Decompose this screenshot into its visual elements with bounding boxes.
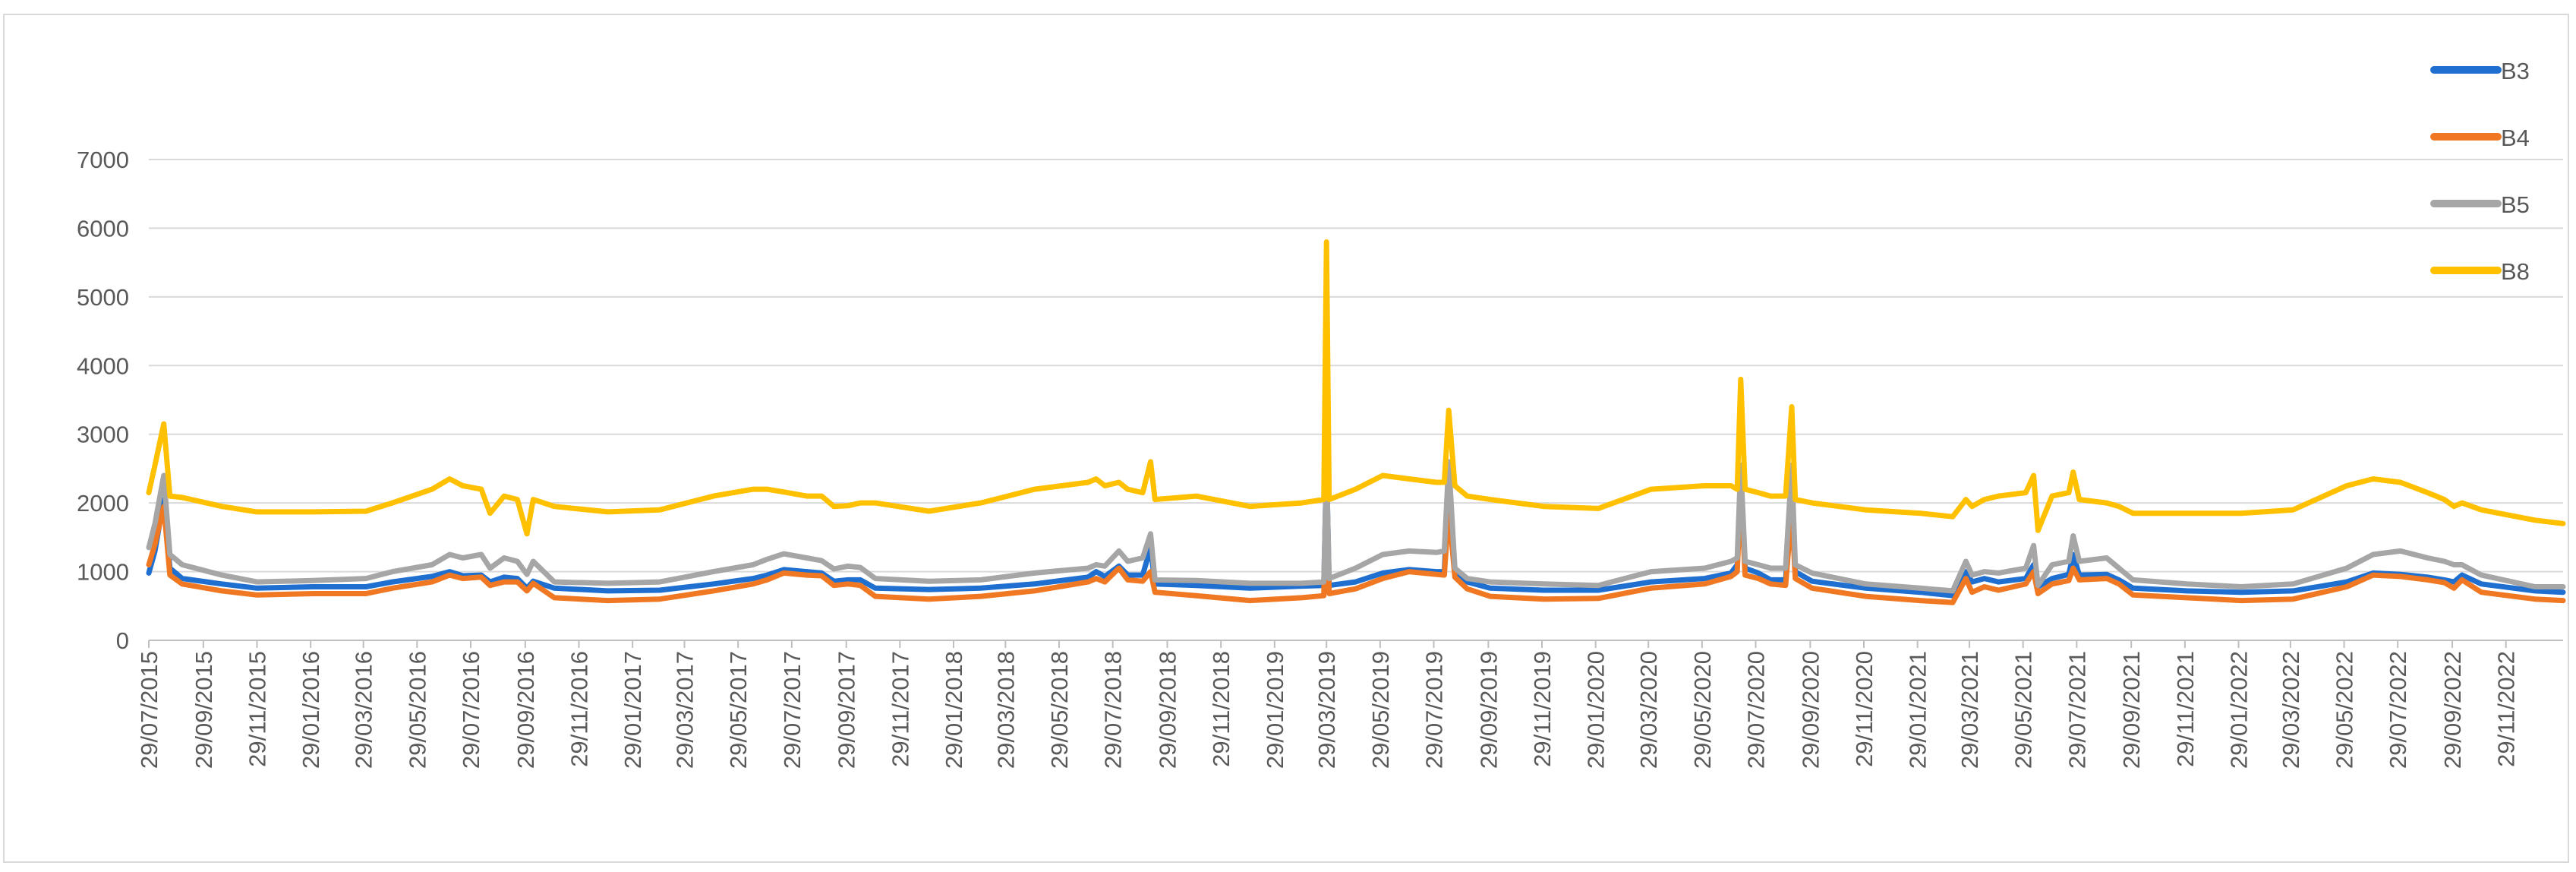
y-tick-label: 3000: [77, 422, 129, 448]
x-tick-label: 29/01/2022: [2226, 651, 2253, 769]
x-tick-label: 29/03/2019: [1313, 651, 1340, 769]
gridlines: [149, 159, 2563, 573]
x-tick-label: 29/05/2016: [404, 651, 430, 769]
x-tick-label: 29/05/2017: [725, 651, 752, 769]
series-line-b8: [146, 239, 2566, 537]
x-tick-label: 29/07/2019: [1421, 651, 1448, 769]
x-tick-label: 29/09/2016: [512, 651, 539, 769]
x-tick-label: 29/11/2020: [1851, 651, 1878, 767]
x-tick-label: 29/03/2018: [992, 651, 1019, 769]
x-tick-label: 29/11/2016: [566, 651, 592, 767]
x-tick-label: 29/01/2017: [620, 651, 646, 769]
x-tick-label: 29/01/2018: [941, 651, 967, 769]
line-chart: 0 1000 2000 3000 4000 5000 6000 7000 29/07/2015 2…: [77, 58, 2566, 769]
y-tick-label: 1000: [77, 559, 129, 586]
x-tick-label: 29/07/2016: [458, 651, 484, 769]
x-tick-label: 29/01/2016: [298, 651, 324, 769]
x-tick-label: 29/09/2018: [1155, 651, 1181, 769]
x-tick-label: 29/09/2020: [1797, 651, 1824, 769]
x-tick-label: 29/03/2020: [1635, 651, 1662, 769]
x-tick-label: 29/09/2022: [2439, 651, 2466, 769]
x-tick-label: 29/11/2015: [244, 651, 270, 767]
x-tick-label: 29/03/2017: [672, 651, 698, 769]
x-tick-label: 29/11/2017: [887, 651, 913, 767]
series-line-b4: [146, 466, 2566, 605]
y-tick-label: 5000: [77, 284, 129, 311]
series-line-b5: [146, 459, 2566, 594]
x-tick-label: 29/05/2018: [1046, 651, 1073, 769]
x-tick-label: 29/11/2018: [1208, 651, 1234, 767]
y-tick-label: 4000: [77, 352, 129, 379]
x-tick-label: 29/07/2020: [1743, 651, 1770, 769]
legend-label-b3: B3: [2501, 58, 2530, 84]
y-tick-label: 7000: [77, 147, 129, 173]
x-tick-label: 29/01/2019: [1262, 651, 1288, 769]
x-tick-label: 29/07/2015: [136, 651, 162, 769]
legend: B3 B4 B5 B8: [2430, 58, 2530, 285]
x-tick-label: 29/01/2020: [1583, 651, 1610, 769]
x-tick-label: 29/07/2017: [779, 651, 806, 769]
x-tick-label: 29/05/2019: [1367, 651, 1394, 769]
series-lines: [146, 239, 2566, 605]
x-tick-label: 29/03/2016: [351, 651, 377, 769]
legend-label-b8: B8: [2501, 258, 2530, 285]
x-tick-label: 29/07/2018: [1100, 651, 1127, 769]
x-tick-label: 29/09/2019: [1475, 651, 1502, 769]
y-tick-label: 6000: [77, 215, 129, 242]
x-tick-label: 29/05/2022: [2332, 651, 2358, 769]
x-tick-label: 29/03/2021: [1956, 651, 1983, 769]
y-tick-label: 0: [116, 627, 129, 654]
y-tick-label: 2000: [77, 490, 129, 517]
chart-area: 0 1000 2000 3000 4000 5000 6000 7000 29/07/2015 2…: [3, 14, 2569, 863]
x-tick-label: 29/11/2021: [2172, 651, 2199, 767]
x-tick-label: 29/09/2021: [2118, 651, 2145, 769]
legend-label-b4: B4: [2501, 125, 2530, 151]
x-tick-label: 29/01/2021: [1905, 651, 1931, 769]
x-tick-label: 29/05/2020: [1689, 651, 1716, 769]
axes: 0 1000 2000 3000 4000 5000 6000 7000 29/07/2015 2…: [77, 147, 2563, 769]
x-tick-label: 29/11/2019: [1529, 651, 1556, 767]
x-tick-label: 29/09/2015: [191, 651, 217, 769]
x-tick-label: 29/07/2022: [2385, 651, 2411, 769]
x-tick-label: 29/09/2017: [834, 651, 860, 769]
x-tick-label: 29/07/2021: [2064, 651, 2090, 769]
legend-label-b5: B5: [2501, 191, 2530, 218]
series-line-b3: [146, 459, 2566, 599]
x-tick-label: 29/11/2022: [2493, 651, 2520, 767]
x-tick-label: 29/03/2022: [2278, 651, 2304, 769]
x-tick-label: 29/05/2021: [2010, 651, 2037, 769]
